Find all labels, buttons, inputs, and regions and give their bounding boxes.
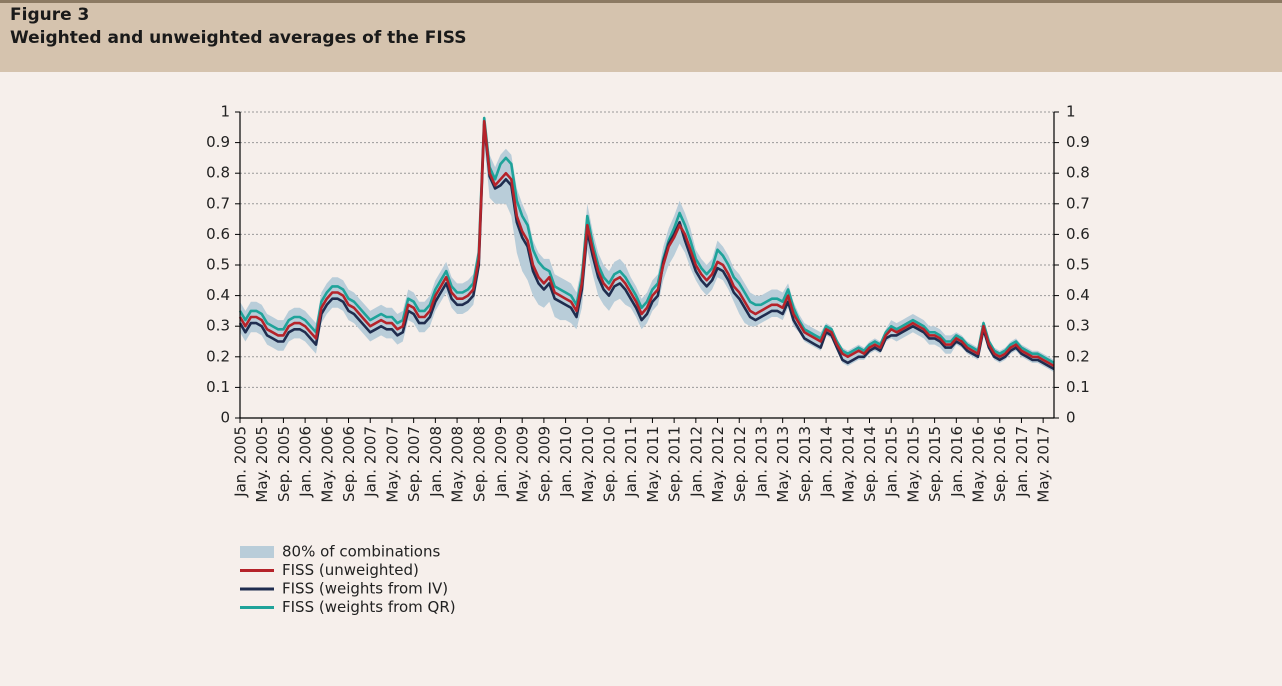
x-tick-label: Jan. 2007 bbox=[362, 426, 380, 498]
x-tick-label: May. 2006 bbox=[318, 426, 336, 503]
band-area bbox=[240, 115, 1054, 373]
y2-tick-label: 0.9 bbox=[1066, 133, 1090, 151]
series-line bbox=[238, 119, 1055, 368]
legend-label: FISS (weights from IV) bbox=[282, 580, 448, 598]
chart-title: Weighted and unweighted averages of the … bbox=[10, 28, 467, 48]
x-tick-label: Sep. 2012 bbox=[731, 426, 749, 502]
x-tick-label: May. 2005 bbox=[253, 426, 271, 503]
y-tick-label: 0 bbox=[220, 409, 230, 427]
y2-tick-label: 1 bbox=[1066, 103, 1076, 121]
x-tick-label: May. 2014 bbox=[839, 426, 857, 503]
x-tick-label: Sep. 2010 bbox=[601, 426, 619, 502]
x-tick-label: Jan. 2014 bbox=[818, 426, 836, 498]
header: Figure 3 Weighted and unweighted average… bbox=[0, 0, 1282, 72]
y2-tick-label: 0.4 bbox=[1066, 286, 1090, 304]
x-tick-label: May. 2013 bbox=[774, 426, 792, 503]
y-tick-label: 0.5 bbox=[206, 256, 230, 274]
x-tick-label: Sep. 2005 bbox=[275, 426, 293, 502]
x-tick-label: Jan. 2009 bbox=[492, 426, 510, 498]
x-tick-label: Jan. 2016 bbox=[948, 426, 966, 498]
x-tick-label: May. 2012 bbox=[709, 426, 727, 503]
figure-label: Figure 3 bbox=[10, 5, 90, 25]
legend-label: FISS (weights from QR) bbox=[282, 598, 456, 616]
x-tick-label: May. 2008 bbox=[449, 426, 467, 503]
x-tick-label: May. 2016 bbox=[970, 426, 988, 503]
x-tick-label: May. 2017 bbox=[1035, 426, 1053, 503]
legend-swatch bbox=[240, 546, 274, 558]
x-tick-label: May. 2007 bbox=[383, 426, 401, 503]
y2-tick-label: 0.3 bbox=[1066, 317, 1090, 335]
x-tick-label: Jan. 2005 bbox=[232, 426, 250, 498]
y2-tick-label: 0.5 bbox=[1066, 256, 1090, 274]
x-tick-label: Jan. 2010 bbox=[557, 426, 575, 498]
x-tick-label: Sep. 2016 bbox=[991, 426, 1009, 502]
y-tick-label: 0.6 bbox=[206, 225, 230, 243]
x-tick-label: Sep. 2011 bbox=[666, 426, 684, 502]
y-tick-label: 1 bbox=[220, 103, 230, 121]
x-tick-label: Sep. 2009 bbox=[535, 426, 553, 502]
y-tick-label: 0.9 bbox=[206, 133, 230, 151]
y2-tick-label: 0.1 bbox=[1066, 378, 1090, 396]
x-tick-label: Jan. 2017 bbox=[1013, 426, 1031, 498]
series-line bbox=[238, 122, 1055, 371]
legend-label: 80% of combinations bbox=[282, 543, 440, 561]
y-tick-label: 0.7 bbox=[206, 194, 230, 212]
series-line bbox=[238, 116, 1055, 365]
x-tick-label: Jan. 2015 bbox=[883, 426, 901, 498]
y-tick-label: 0.4 bbox=[206, 286, 230, 304]
x-tick-label: May. 2009 bbox=[514, 426, 532, 503]
x-tick-label: Sep. 2006 bbox=[340, 426, 358, 502]
x-tick-label: Sep. 2015 bbox=[926, 426, 944, 502]
y-tick-label: 0.1 bbox=[206, 378, 230, 396]
y-tick-label: 0.2 bbox=[206, 347, 230, 365]
x-tick-label: Sep. 2008 bbox=[470, 426, 488, 502]
legend-label: FISS (unweighted) bbox=[282, 561, 419, 579]
y2-tick-label: 0.6 bbox=[1066, 225, 1090, 243]
x-tick-label: Jan. 2013 bbox=[752, 426, 770, 498]
y-tick-label: 0.8 bbox=[206, 164, 230, 182]
y2-tick-label: 0.2 bbox=[1066, 347, 1090, 365]
x-tick-label: May. 2010 bbox=[579, 426, 597, 503]
x-tick-label: Jan. 2008 bbox=[427, 426, 445, 498]
x-tick-label: Sep. 2014 bbox=[861, 426, 879, 502]
x-tick-label: Sep. 2007 bbox=[405, 426, 423, 502]
y2-tick-label: 0.8 bbox=[1066, 164, 1090, 182]
y-tick-label: 0.3 bbox=[206, 317, 230, 335]
x-tick-label: Jan. 2006 bbox=[297, 426, 315, 498]
x-tick-label: May. 2011 bbox=[644, 426, 662, 503]
x-tick-label: Jan. 2011 bbox=[622, 426, 640, 498]
x-tick-label: Sep. 2013 bbox=[796, 426, 814, 502]
y2-tick-label: 0 bbox=[1066, 409, 1076, 427]
y2-tick-label: 0.7 bbox=[1066, 194, 1090, 212]
x-tick-label: May. 2015 bbox=[904, 426, 922, 503]
x-tick-label: Jan. 2012 bbox=[687, 426, 705, 498]
